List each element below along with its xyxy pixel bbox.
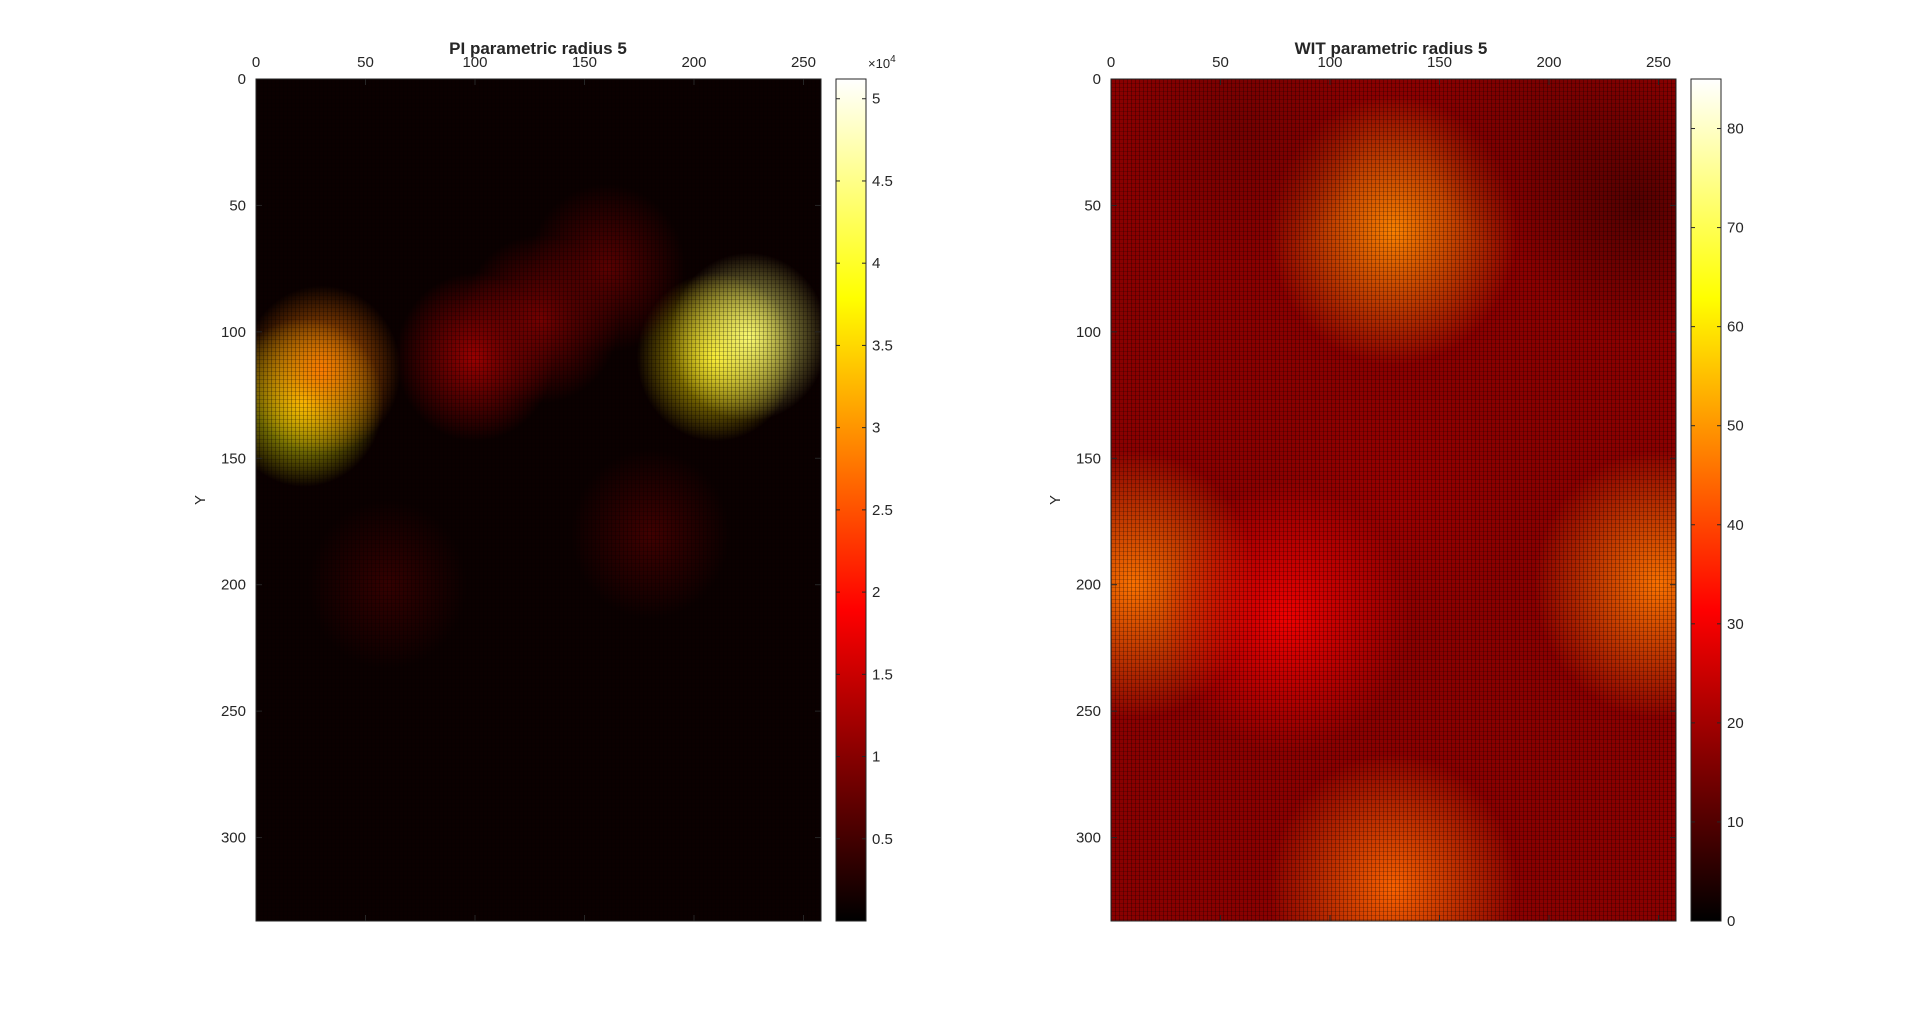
wit-cbtick-label: 0 xyxy=(1727,913,1735,930)
wit-cbtick-label: 40 xyxy=(1727,517,1744,534)
pi-xtick-label: 50 xyxy=(357,54,374,71)
pi-ytick-label: 50 xyxy=(229,197,246,214)
wit-xtick-label: 50 xyxy=(1212,54,1229,71)
pi-ytick-label: 250 xyxy=(221,703,246,720)
pi-cbtick-label: 2.5 xyxy=(872,502,893,519)
wit-xtick-label: 200 xyxy=(1536,54,1561,71)
wit-xtick-label: 0 xyxy=(1107,54,1115,71)
pi-ytick-label: 300 xyxy=(221,830,246,847)
wit-y-axis: 0 50 100 150 200 250 300 xyxy=(1076,71,1676,847)
pi-ytick-label: 100 xyxy=(221,324,246,341)
wit-plot: WIT parametric radius 5 0 50 100 150 200 250 … xyxy=(1047,39,1744,930)
wit-cbtick-label: 50 xyxy=(1727,418,1744,435)
pi-xtick-label: 150 xyxy=(572,54,597,71)
pi-cbtick-label: 4.5 xyxy=(872,173,893,190)
pi-cbtick-label: 0.5 xyxy=(872,831,893,848)
wit-cbtick-label: 70 xyxy=(1727,220,1744,237)
pi-xtick-label: 250 xyxy=(791,54,816,71)
pi-ytick-label: 200 xyxy=(221,577,246,594)
pi-xtick-label: 100 xyxy=(462,54,487,71)
pi-y-axis: 0 50 100 150 200 250 300 xyxy=(221,71,821,847)
wit-cbtick-label: 80 xyxy=(1727,121,1744,138)
wit-cbtick-label: 20 xyxy=(1727,715,1744,732)
pi-plot: PI parametric radius 5 0 50 100 150 200 250 0… xyxy=(192,39,896,922)
pi-x-axis: 0 50 100 150 200 250 xyxy=(252,54,816,921)
pi-heatmap-image xyxy=(256,79,821,921)
pi-cbtick-label: 3.5 xyxy=(872,337,893,354)
wit-x-axis: 0 50 100 150 200 250 xyxy=(1107,54,1671,921)
wit-cbtick-label: 60 xyxy=(1727,319,1744,336)
pi-ylabel: Y xyxy=(192,495,209,505)
wit-cbtick-label: 10 xyxy=(1727,814,1744,831)
wit-ytick-label: 200 xyxy=(1076,577,1101,594)
pi-pixel-texture xyxy=(256,79,821,921)
pi-ytick-label: 150 xyxy=(221,450,246,467)
pi-ytick-label: 0 xyxy=(238,71,246,88)
wit-ylabel: Y xyxy=(1047,495,1064,505)
wit-xtick-label: 100 xyxy=(1317,54,1342,71)
wit-ytick-label: 300 xyxy=(1076,830,1101,847)
pi-colorbar xyxy=(835,78,867,922)
wit-ytick-label: 0 xyxy=(1093,71,1101,88)
wit-cbtick-label: 30 xyxy=(1727,616,1744,633)
pi-cbtick-label: 1 xyxy=(872,749,880,766)
wit-pixel-texture xyxy=(1111,79,1676,921)
pi-cbtick-label: 3 xyxy=(872,420,880,437)
wit-xtick-label: 250 xyxy=(1646,54,1671,71)
wit-axes-box xyxy=(1110,78,1677,922)
pi-cbtick-label: 2 xyxy=(872,584,880,601)
pi-cbtick-label: 4 xyxy=(872,255,880,272)
pi-xtick-label: 0 xyxy=(252,54,260,71)
pi-xtick-label: 200 xyxy=(681,54,706,71)
pi-title: PI parametric radius 5 xyxy=(449,39,627,58)
wit-ytick-label: 150 xyxy=(1076,450,1101,467)
wit-colorbar xyxy=(1690,78,1722,922)
wit-heatmap-image xyxy=(1111,79,1676,921)
wit-xtick-label: 150 xyxy=(1427,54,1452,71)
pi-colorbar-ticks: 0.5 1 1.5 2 2.5 3 3.5 4 4.5 5 xyxy=(836,91,893,848)
wit-ytick-label: 100 xyxy=(1076,324,1101,341)
pi-cbtick-label: 1.5 xyxy=(872,666,893,683)
pi-axes-box xyxy=(255,78,822,922)
pi-cbtick-label: 5 xyxy=(872,91,880,108)
pi-colorbar-exponent: ×104 xyxy=(868,54,896,71)
wit-ytick-label: 250 xyxy=(1076,703,1101,720)
wit-ytick-label: 50 xyxy=(1084,197,1101,214)
wit-title: WIT parametric radius 5 xyxy=(1295,39,1488,58)
wit-colorbar-ticks: 0 10 20 30 40 50 60 70 80 xyxy=(1691,121,1744,930)
